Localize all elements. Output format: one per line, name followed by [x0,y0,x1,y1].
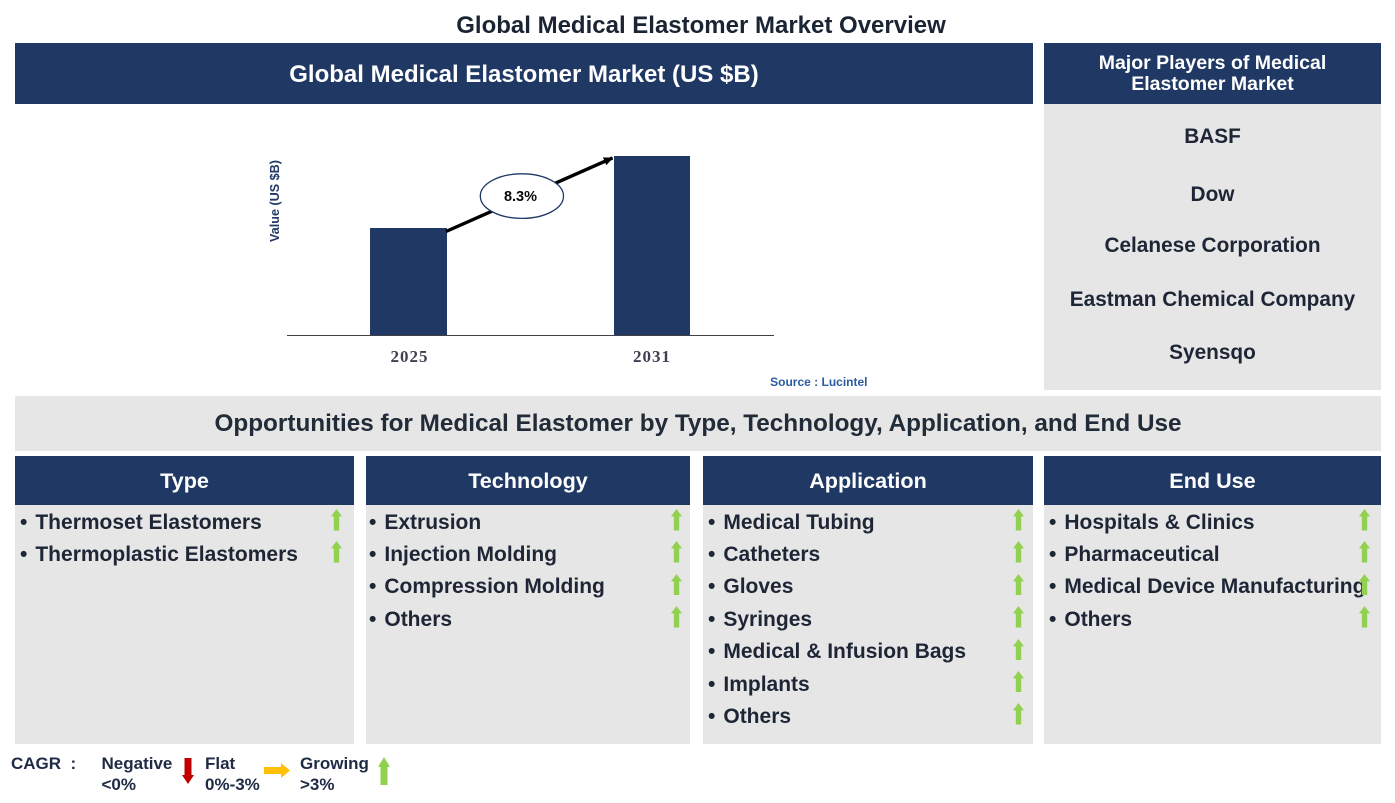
svg-text:8.3%: 8.3% [504,189,537,205]
